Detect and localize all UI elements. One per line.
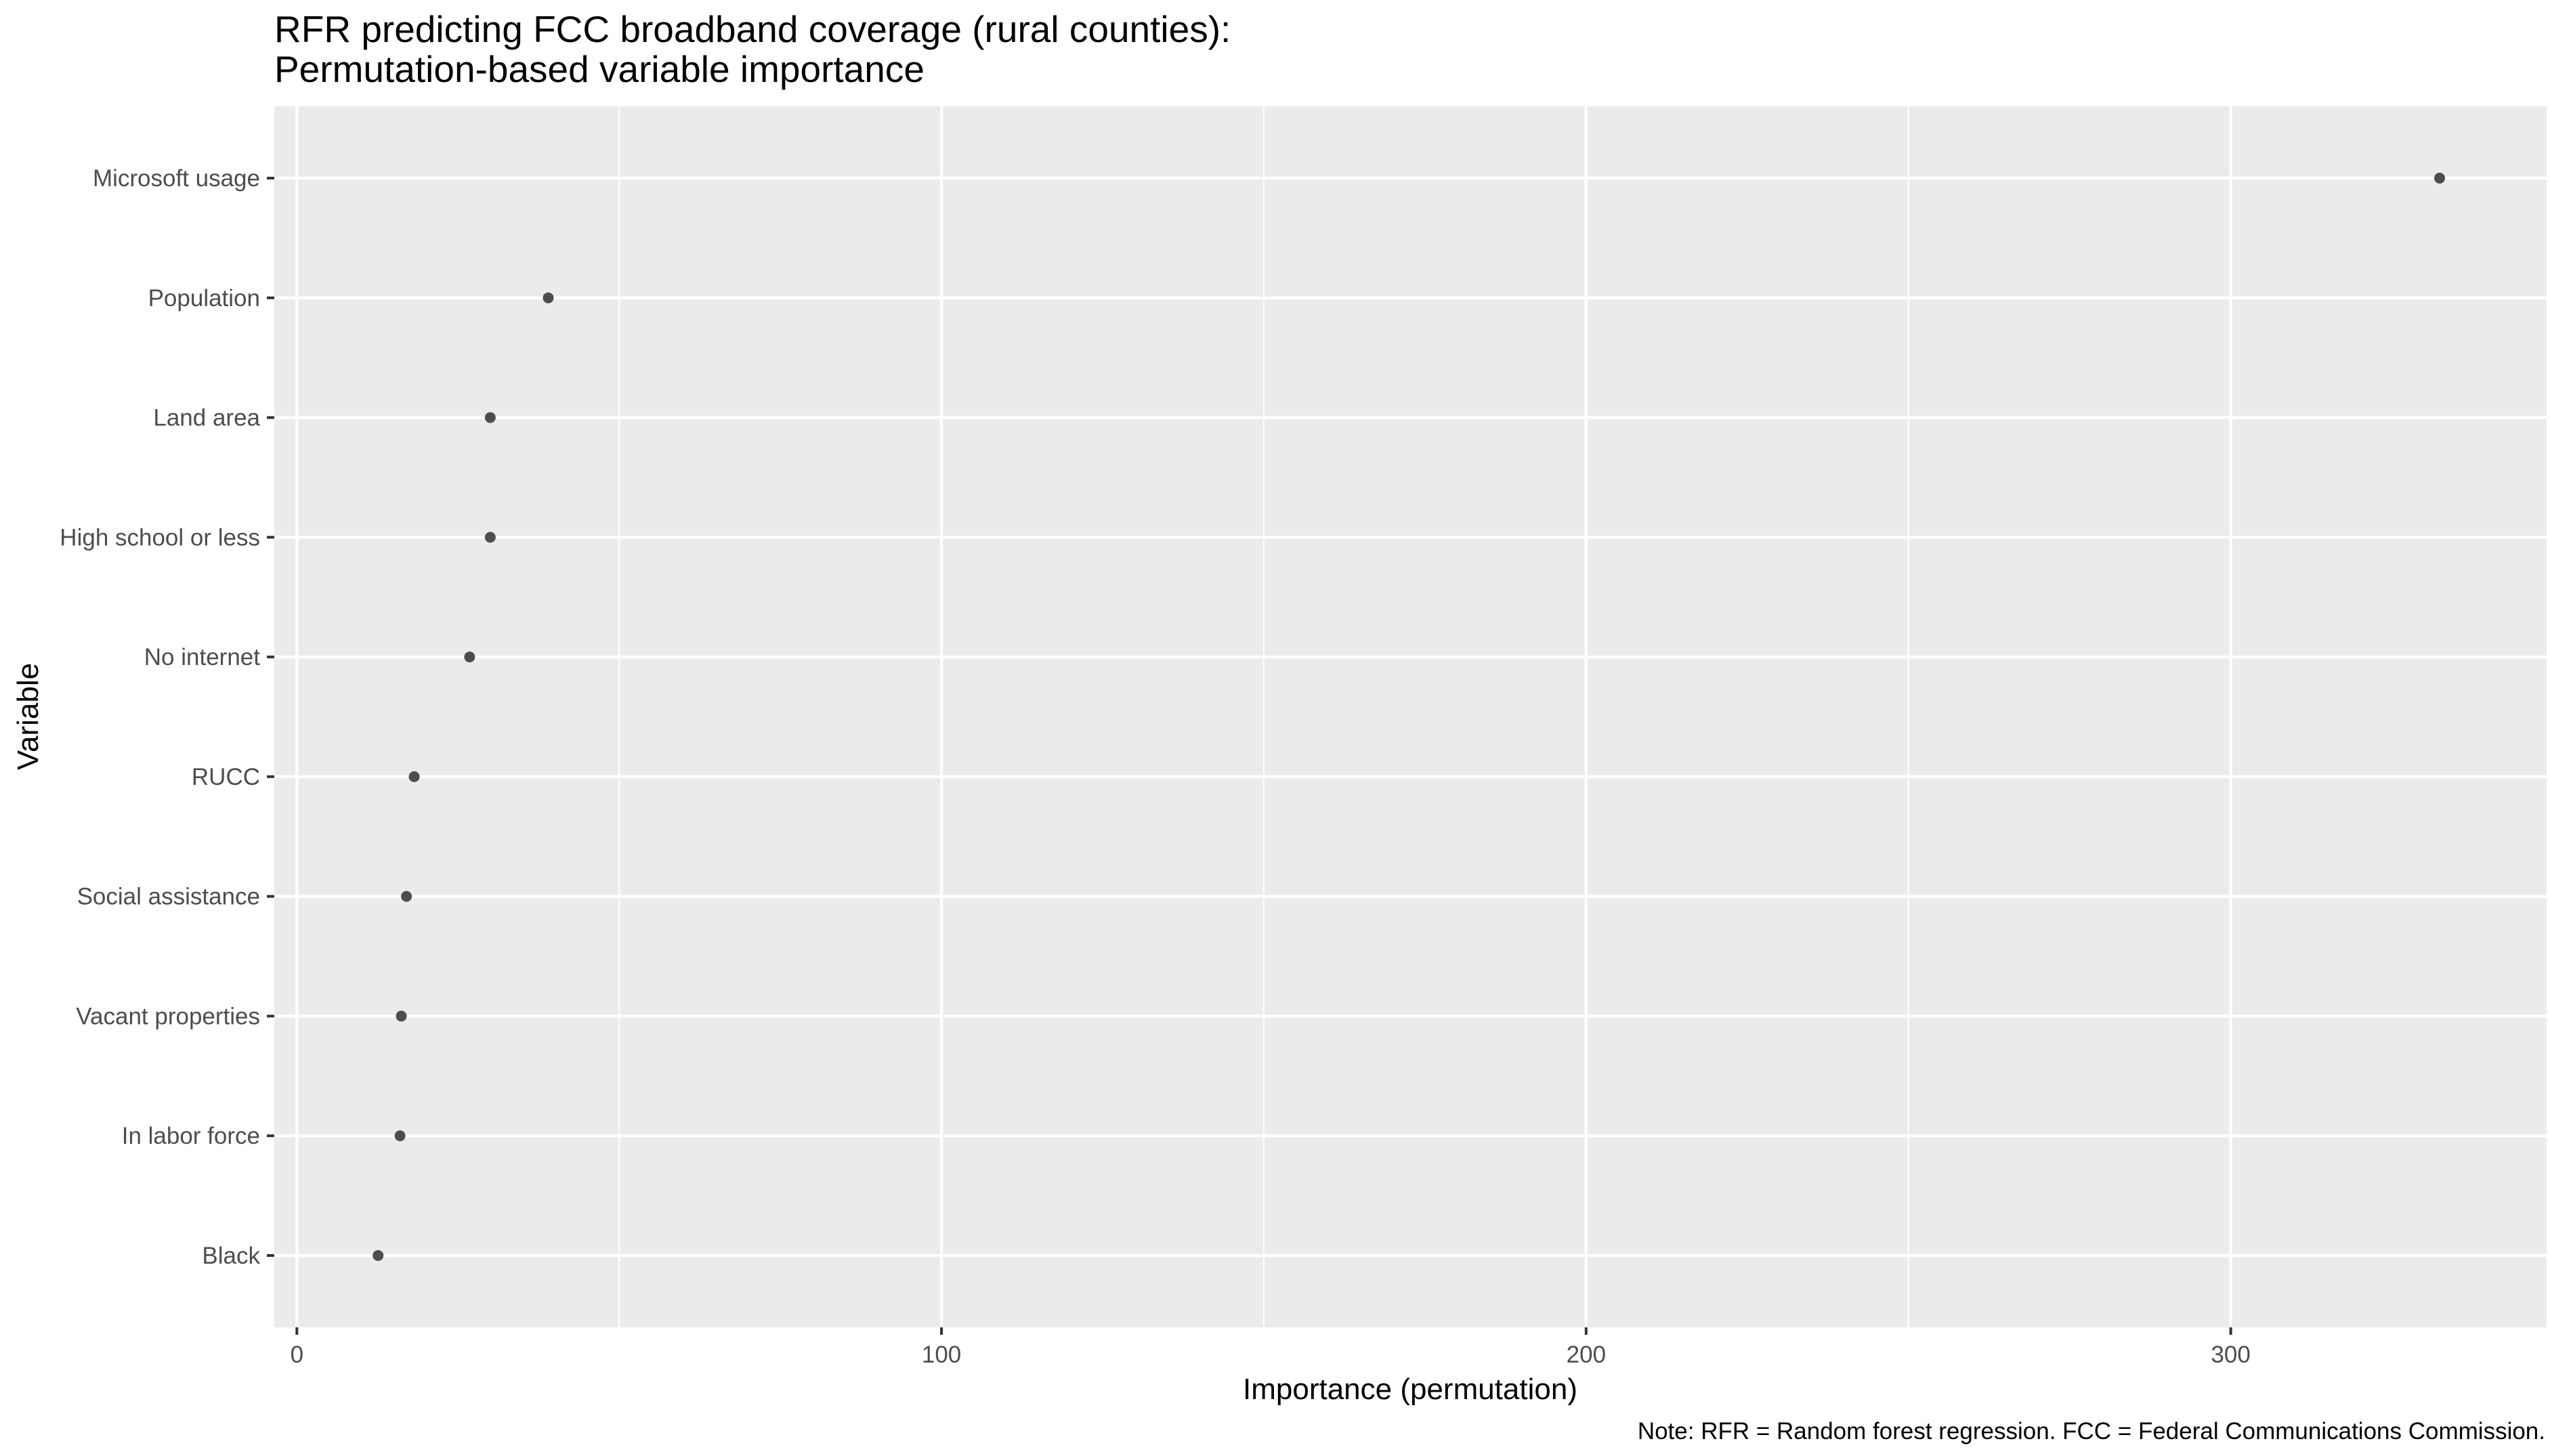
x-tick-label: 200 bbox=[1567, 1342, 1606, 1368]
plot-panel bbox=[274, 106, 2547, 1327]
data-point bbox=[394, 1130, 406, 1142]
y-tick-label: Microsoft usage bbox=[93, 165, 260, 192]
y-tick-label: Population bbox=[148, 285, 260, 312]
x-axis-title: Importance (permutation) bbox=[1243, 1373, 1577, 1406]
y-tick-label: No internet bbox=[144, 644, 260, 670]
data-points bbox=[373, 173, 2446, 1261]
chart-title-line-2: Permutation-based variable importance bbox=[274, 48, 925, 90]
y-tick-label: High school or less bbox=[60, 524, 260, 551]
x-tick-label: 0 bbox=[291, 1342, 303, 1368]
data-point bbox=[543, 292, 554, 303]
data-point bbox=[396, 1010, 407, 1022]
x-tick-label: 100 bbox=[922, 1342, 961, 1368]
y-tick-label: RUCC bbox=[192, 764, 260, 790]
data-point bbox=[2434, 173, 2446, 184]
data-point bbox=[484, 412, 496, 423]
chart-title-line-1: RFR predicting FCC broadband coverage (r… bbox=[274, 8, 1231, 50]
y-axis-title: Variable bbox=[12, 663, 45, 770]
y-tick-label: Vacant properties bbox=[76, 1003, 260, 1029]
y-tick-label: Social assistance bbox=[77, 884, 260, 910]
y-axis: Microsoft usage Population Land area High s… bbox=[60, 165, 274, 1269]
x-tick-label: 300 bbox=[2211, 1342, 2250, 1368]
y-tick-label: Black bbox=[202, 1243, 260, 1269]
x-axis: 0 100 200 300 bbox=[291, 1327, 2251, 1368]
y-tick-label: Land area bbox=[153, 405, 260, 431]
major-gridlines bbox=[274, 106, 2547, 1327]
data-point bbox=[484, 532, 496, 543]
data-point bbox=[401, 891, 412, 902]
data-point bbox=[464, 651, 475, 663]
data-point bbox=[373, 1249, 384, 1261]
minor-gridlines bbox=[618, 106, 1909, 1327]
data-point bbox=[408, 771, 420, 782]
y-tick-label: In labor force bbox=[122, 1123, 260, 1149]
caption-note: Note: RFR = Random forest regression. FC… bbox=[1638, 1418, 2545, 1444]
